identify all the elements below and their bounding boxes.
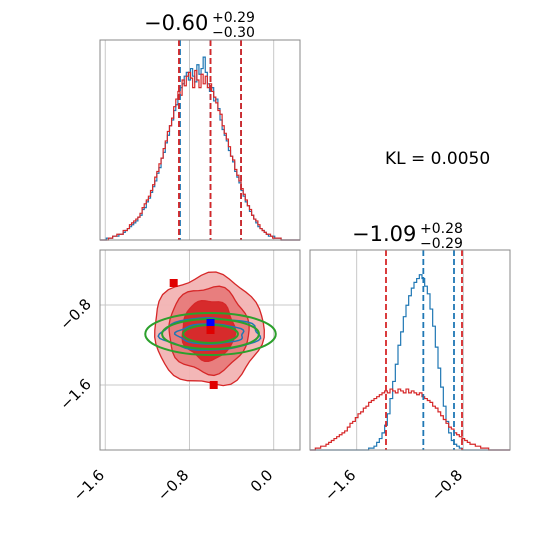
bottom-right-histogram-blue-0 (310, 274, 510, 451)
blue-contour-level-1 (173, 323, 245, 345)
contour-y-tick-label-0: −0.8 (56, 295, 94, 333)
bottom-right-histogram-panel (309, 249, 511, 451)
top-left-title-value: −0.60 (144, 11, 208, 35)
bottom-right-title-lower-error: −0.29 (420, 236, 463, 252)
contour-frame (99, 249, 301, 451)
top-left-title-upper-error: +0.29 (212, 10, 255, 26)
top-left-title: −0.60 +0.29 −0.30 (144, 10, 255, 41)
top-left-title-lower-error: −0.30 (212, 25, 255, 41)
bottom-right-histogram-red-1 (310, 388, 510, 451)
marker-2 (169, 279, 178, 287)
marker-1 (206, 326, 215, 334)
bottom-right-frame (309, 249, 511, 451)
contour-x-tick-label-1: −0.8 (154, 466, 192, 504)
bottom-right-title-upper-error: +0.28 (420, 221, 463, 237)
kl-divergence-label: KL = 0.0050 (385, 149, 490, 169)
green-ellipse-0 (144, 312, 277, 356)
contour-x-tick-label-2: 0.0 (247, 466, 277, 496)
contour-y-tick-label-1: −1.6 (56, 375, 94, 413)
bottom-left-contour-panel (99, 249, 301, 451)
top-left-histogram-red-1 (100, 69, 300, 241)
contour-x-tick-label-0: −1.6 (70, 466, 108, 504)
bottom-right-title: −1.09 +0.28 −0.29 (352, 221, 463, 252)
bottom-right-x-tick-label-0: −1.6 (321, 466, 359, 504)
marker-0 (206, 319, 215, 327)
marker-3 (209, 381, 218, 389)
top-left-histogram-panel (99, 39, 301, 241)
bottom-right-title-value: −1.09 (352, 222, 416, 246)
top-left-frame (99, 39, 301, 241)
top-left-histogram-blue-0 (100, 56, 300, 241)
bottom-right-x-tick-label-1: −0.8 (428, 466, 466, 504)
